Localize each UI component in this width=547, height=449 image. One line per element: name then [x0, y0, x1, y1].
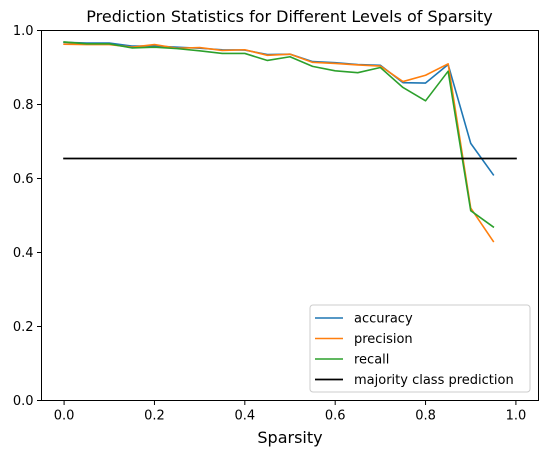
y-tick-label: 0.2: [13, 320, 34, 335]
series-line-recall: [63, 41, 495, 229]
legend-label-majority-class-prediction: majority class prediction: [354, 373, 514, 388]
legend-items: accuracy precision recall majority class pr…: [315, 312, 514, 388]
legend-label-precision: precision: [354, 332, 413, 347]
x-tick-label: 0.4: [234, 409, 255, 424]
y-tick-label: 0.8: [13, 98, 34, 113]
y-tick-label: 0.6: [13, 172, 34, 187]
y-tick-label: 1.0: [13, 24, 34, 39]
y-axis: 0.0 0.2 0.4 0.6 0.8 1.0: [13, 24, 42, 409]
x-tick-label: 0.8: [415, 409, 436, 424]
series-layer: [63, 41, 517, 243]
x-tick-label: 0.0: [54, 409, 75, 424]
series-line-accuracy: [63, 41, 495, 176]
x-tick-label: 1.0: [506, 409, 527, 424]
x-axis: 0.0 0.2 0.4 0.6 0.8 1.0: [54, 400, 527, 424]
x-axis-label: Sparsity: [257, 428, 322, 447]
x-tick-label: 0.2: [144, 409, 165, 424]
legend-label-accuracy: accuracy: [354, 312, 413, 327]
y-tick-label: 0.0: [13, 394, 34, 409]
plot-frame: [41, 30, 539, 401]
legend-label-recall: recall: [354, 353, 389, 368]
chart-title: Prediction Statistics for Different Leve…: [86, 7, 492, 26]
y-tick-label: 0.4: [13, 246, 34, 261]
x-tick-label: 0.6: [325, 409, 346, 424]
series-line-precision: [63, 43, 495, 243]
legend: accuracy precision recall majority class pr…: [309, 304, 531, 393]
plot-area: [41, 30, 539, 401]
legend-box: [309, 304, 531, 393]
